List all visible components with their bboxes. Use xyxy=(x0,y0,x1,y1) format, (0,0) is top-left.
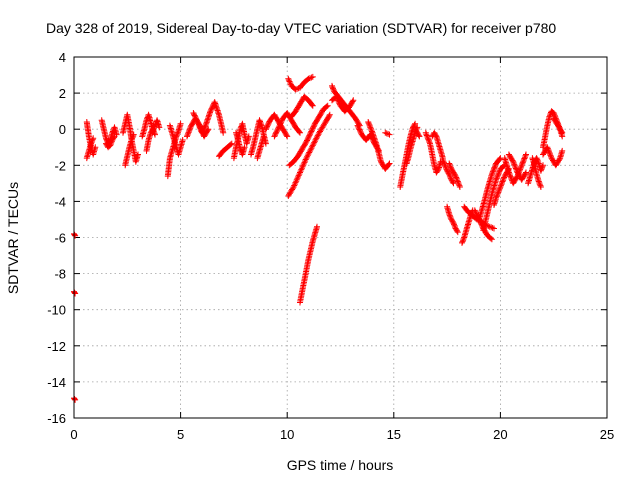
x-tick-label: 25 xyxy=(600,427,614,442)
x-tick-label: 0 xyxy=(70,427,77,442)
y-tick-label: 0 xyxy=(59,122,66,137)
data-point-cluster xyxy=(254,133,267,162)
x-tick-label: 10 xyxy=(280,427,294,442)
y-tick-label: 4 xyxy=(59,50,66,65)
data-point-cluster xyxy=(143,126,158,154)
plot-frame xyxy=(73,56,608,419)
data-points xyxy=(71,73,566,403)
data-point-cluster xyxy=(476,155,504,223)
data-point-cluster xyxy=(439,156,457,187)
y-tick-label: -12 xyxy=(47,339,66,354)
data-point-cluster xyxy=(550,115,566,136)
chart-title: Day 328 of 2019, Sidereal Day-to-day VTE… xyxy=(46,20,556,36)
x-axis-label: GPS time / hours xyxy=(287,457,394,473)
data-point-cluster xyxy=(505,151,529,183)
y-tick-label: 2 xyxy=(59,86,66,101)
data-point-cluster xyxy=(446,160,463,190)
data-point-cluster xyxy=(216,140,235,160)
x-tick-label: 15 xyxy=(387,427,401,442)
data-point-cluster xyxy=(329,93,357,115)
axis-ticks: 0 5 10 15 20 25 -16 -14 -12 -10 -8 -6 -4 -2 0 2 4 xyxy=(47,50,614,442)
y-tick-label: -10 xyxy=(47,303,66,318)
series-sdtvar xyxy=(71,73,566,403)
data-point-cluster xyxy=(529,155,544,190)
y-tick-label: -6 xyxy=(54,231,66,246)
grid xyxy=(74,57,607,418)
data-point-cluster xyxy=(98,117,120,147)
data-point-cluster xyxy=(286,102,331,169)
data-point-cluster xyxy=(71,288,79,297)
y-axis-label: SDTVAR / TECUs xyxy=(5,182,21,294)
data-point-cluster xyxy=(412,126,423,140)
x-tick-label: 5 xyxy=(177,427,184,442)
data-point-cluster xyxy=(285,73,316,93)
data-point-cluster xyxy=(422,129,444,176)
data-point-cluster xyxy=(429,129,446,162)
data-point-cluster xyxy=(230,120,252,162)
data-point-cluster xyxy=(233,129,248,158)
data-point-cluster xyxy=(444,203,461,236)
y-tick-label: -14 xyxy=(47,375,66,390)
y-tick-label: -4 xyxy=(54,194,66,209)
data-point-cluster xyxy=(288,93,316,120)
y-tick-label: -8 xyxy=(54,267,66,282)
data-point-cluster xyxy=(480,162,508,234)
data-point-cluster xyxy=(71,395,79,403)
data-point-cluster xyxy=(365,119,393,172)
y-tick-label: -16 xyxy=(47,411,66,426)
data-point-cluster xyxy=(540,144,566,169)
data-point-cluster xyxy=(190,99,227,136)
data-point-cluster xyxy=(83,135,97,162)
y-tick-label: -2 xyxy=(54,158,66,173)
data-point-cluster xyxy=(122,131,137,169)
data-point-cluster xyxy=(271,110,303,140)
data-point-cluster xyxy=(166,122,186,158)
data-point-cluster xyxy=(103,133,118,151)
data-point-cluster xyxy=(382,129,393,138)
data-point-cluster xyxy=(285,111,333,199)
x-tick-label: 20 xyxy=(493,427,507,442)
data-point-cluster xyxy=(329,82,363,129)
data-point-cluster xyxy=(297,223,320,306)
